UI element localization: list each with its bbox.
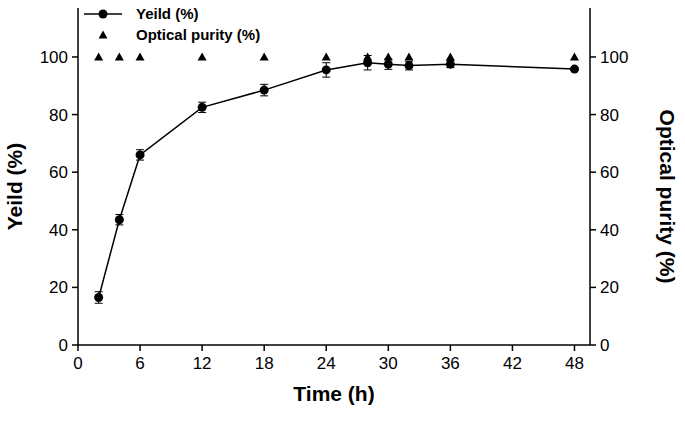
triangle-marker	[363, 52, 372, 60]
x-tick-label: 30	[379, 354, 398, 373]
circle-marker	[446, 60, 455, 69]
x-tick-label: 36	[441, 354, 460, 373]
y2-tick-label: 0	[600, 336, 609, 355]
y2-axis	[589, 8, 591, 345]
x-tick	[325, 345, 327, 351]
x-axis	[78, 344, 590, 346]
x-tick-label: 24	[317, 354, 336, 373]
y2-tick-label: 100	[600, 48, 628, 67]
x-tick	[77, 345, 79, 351]
y2-tick-label: 20	[600, 278, 619, 297]
legend-label: Optical purity (%)	[136, 26, 260, 43]
circle-marker	[384, 60, 393, 69]
y2-tick-label: 40	[600, 221, 619, 240]
circle-marker	[404, 61, 413, 70]
error-bar	[95, 292, 103, 304]
y-tick-label: 60	[49, 163, 68, 182]
y-tick-label: 20	[49, 278, 68, 297]
x-tick	[139, 345, 141, 351]
circle-marker	[94, 293, 103, 302]
triangle-marker	[570, 52, 579, 60]
y-tick-label: 100	[40, 48, 68, 67]
x-axis-label: Time (h)	[293, 382, 374, 405]
x-tick-label: 48	[565, 354, 584, 373]
y-tick	[72, 344, 78, 346]
x-tick	[574, 345, 576, 351]
y-tick-label: 80	[49, 106, 68, 125]
x-tick	[388, 345, 390, 351]
y2-tick	[590, 171, 596, 173]
circle-marker	[136, 150, 145, 159]
triangle-marker	[136, 52, 145, 60]
x-tick	[512, 345, 514, 351]
yield-line	[99, 63, 575, 298]
x-tick	[263, 345, 265, 351]
x-tick-label: 0	[73, 354, 82, 373]
legend-marker	[99, 10, 108, 19]
y2-tick	[590, 229, 596, 231]
triangle-marker	[446, 52, 455, 60]
y-tick	[72, 56, 78, 58]
triangle-marker	[115, 52, 124, 60]
error-bar	[260, 84, 268, 96]
error-bar	[322, 63, 330, 77]
y-tick	[72, 229, 78, 231]
x-tick	[201, 345, 203, 351]
y-tick	[72, 287, 78, 289]
y2-tick-label: 60	[600, 163, 619, 182]
chart: 0 6 12 18 24 30 36 42 48 0 20 40 60 80 100 0 20 40 60 80 100…	[0, 0, 685, 421]
x-tick-label: 12	[193, 354, 212, 373]
legend-label: Yeild (%)	[136, 5, 199, 22]
y2-tick-label: 80	[600, 106, 619, 125]
triangle-marker	[94, 52, 103, 60]
triangle-marker	[384, 52, 393, 60]
y-tick	[72, 171, 78, 173]
circle-marker	[115, 215, 124, 224]
circle-marker	[322, 65, 331, 74]
error-bar	[198, 102, 206, 112]
y-axis	[77, 8, 79, 345]
triangle-marker	[322, 52, 331, 60]
circle-marker	[260, 86, 269, 95]
y2-tick	[590, 344, 596, 346]
error-bar	[136, 150, 144, 160]
error-bar	[115, 215, 123, 225]
y-axis-label: Yeild (%)	[3, 143, 26, 231]
circle-marker	[198, 103, 207, 112]
legend-marker	[99, 31, 108, 39]
plot-area	[94, 52, 579, 303]
triangle-marker	[260, 52, 269, 60]
error-bar	[405, 61, 413, 70]
y2-tick	[590, 287, 596, 289]
y-tick	[72, 114, 78, 116]
circle-marker	[570, 65, 579, 74]
y-tick-label: 40	[49, 221, 68, 240]
x-tick	[450, 345, 452, 351]
legend: Yeild (%) Optical purity (%)	[84, 5, 260, 43]
x-tick-label: 6	[135, 354, 144, 373]
y2-tick	[590, 114, 596, 116]
y2-tick	[590, 56, 596, 58]
x-tick-label: 42	[503, 354, 522, 373]
triangle-marker	[198, 52, 207, 60]
triangle-marker	[404, 52, 413, 60]
y-tick-label: 0	[59, 336, 68, 355]
y2-axis-label: Optical purity (%)	[656, 110, 679, 284]
x-tick-label: 18	[255, 354, 274, 373]
